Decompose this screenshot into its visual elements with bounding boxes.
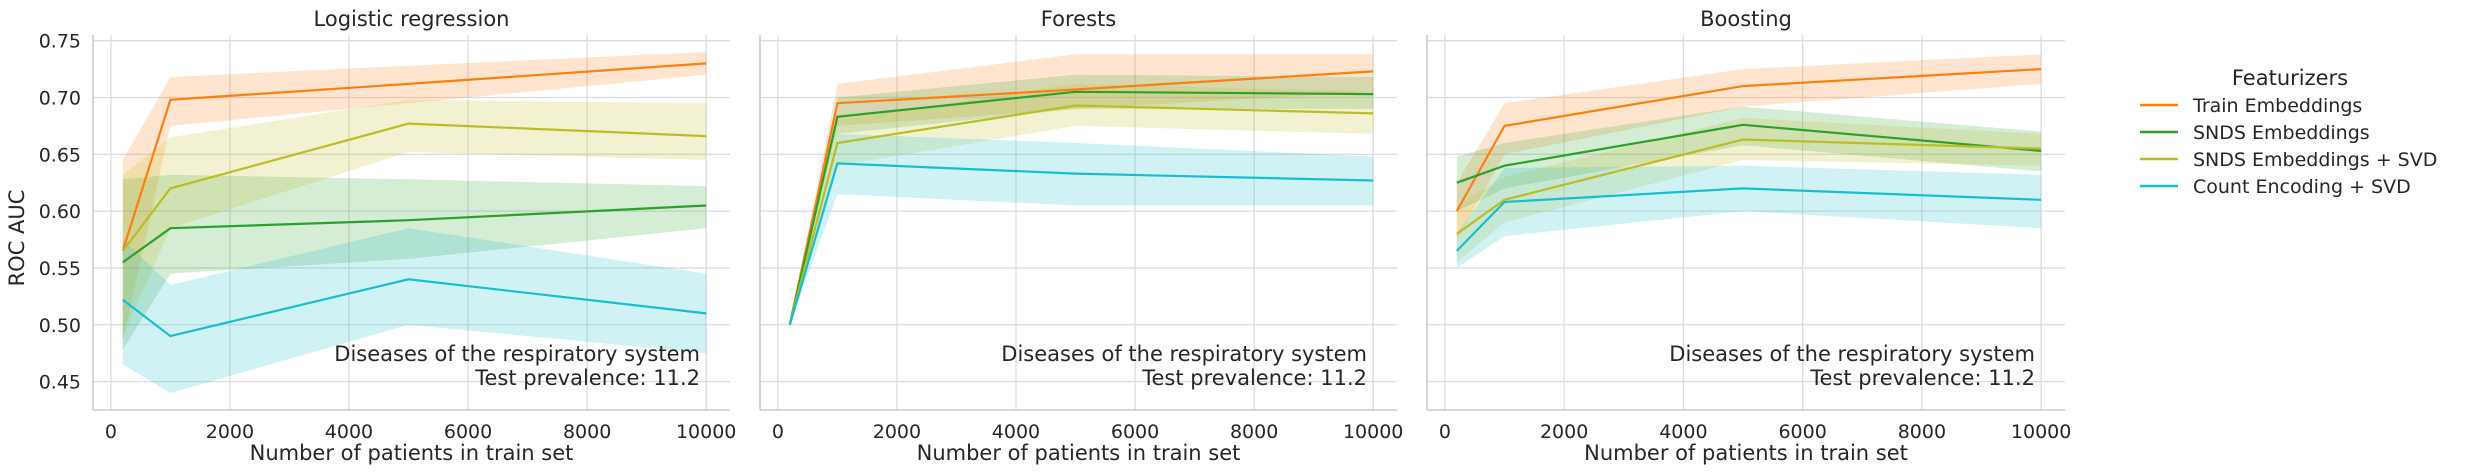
y-tick-label: 0.45 [39, 372, 81, 394]
series-line-3 [1456, 138, 2042, 235]
panel-title: Boosting [1700, 7, 1792, 31]
legend-entry: SNDS Embeddings [2193, 122, 2370, 144]
confidence-band-1 [122, 52, 707, 342]
annotation-prevalence: Test prevalence: 11.2 [1809, 366, 2035, 390]
x-tick-label: 2000 [206, 421, 254, 443]
panels-layer: 0 2000 4000 6000 8000 10000 0.45 0.50 0.55 0.60 0.… [39, 7, 2072, 465]
legend: Featurizers Train Embeddings SNDS Embeddi… [2140, 66, 2437, 198]
confidence-band-4 [122, 228, 707, 393]
legend-title: Featurizers [2232, 66, 2348, 90]
series-line-4 [1456, 187, 2042, 252]
x-tick-label: 6000 [1778, 421, 1826, 443]
confidence-band-2 [789, 74, 1374, 325]
panel-3: 0 2000 4000 6000 8000 10000 Boosting Number of … [1426, 7, 2071, 465]
x-tick-label: 4000 [325, 421, 373, 443]
series-line-2 [1456, 123, 2042, 184]
legend-items: Train Embeddings SNDS Embeddings SNDS Embe… [2140, 95, 2437, 198]
annotation-prevalence: Test prevalence: 11.2 [474, 366, 700, 390]
confidence-band-4 [789, 133, 1374, 325]
y-tick-label: 0.55 [39, 258, 81, 280]
panel-2: 0 2000 4000 6000 8000 10000 Forests Number of p… [759, 7, 1403, 465]
panel-title: Forests [1041, 7, 1116, 31]
x-tick-label: 4000 [992, 421, 1040, 443]
y-tick-label: 0.60 [39, 201, 81, 223]
series-line-4 [122, 278, 707, 338]
confidence-band-3 [122, 99, 707, 337]
x-tick-label: 8000 [1230, 421, 1278, 443]
series-line-2 [122, 204, 707, 264]
x-tick-label: 8000 [1898, 421, 1946, 443]
annotation-disease: Diseases of the respiratory system [1669, 342, 2035, 366]
panel-1: 0 2000 4000 6000 8000 10000 0.45 0.50 0.55 0.60 0.… [39, 7, 737, 465]
y-tick-label: 0.75 [39, 31, 81, 53]
series-line-1 [1455, 68, 2042, 212]
annotation-prevalence: Test prevalence: 11.2 [1141, 366, 1367, 390]
panel-title: Logistic regression [314, 7, 510, 31]
x-tick-label: 0 [1439, 421, 1451, 443]
x-tick-label: 2000 [873, 421, 921, 443]
x-tick-label: 0 [105, 421, 117, 443]
x-axis-label: Number of patients in train set [917, 441, 1241, 465]
series-line-3 [121, 122, 707, 252]
series-line-3 [788, 104, 1374, 326]
x-tick-label: 6000 [1111, 421, 1159, 443]
series-line-2 [788, 90, 1374, 326]
x-tick-label: 6000 [444, 421, 492, 443]
series-line-1 [121, 62, 707, 252]
confidence-band-1 [1456, 54, 2042, 240]
y-tick-label: 0.50 [39, 315, 81, 337]
y-tick-label: 0.70 [39, 88, 81, 110]
confidence-band-3 [1456, 118, 2042, 263]
x-axis-label: Number of patients in train set [1584, 441, 1908, 465]
confidence-band-4 [1456, 165, 2042, 268]
y-tick-label: 0.65 [39, 144, 81, 166]
x-tick-label: 2000 [1540, 421, 1588, 443]
x-tick-label: 4000 [1659, 421, 1707, 443]
legend-entry: Train Embeddings [2192, 95, 2362, 117]
annotation-disease: Diseases of the respiratory system [334, 342, 700, 366]
series-line-4 [788, 162, 1374, 326]
legend-entry: Count Encoding + SVD [2193, 176, 2411, 198]
x-tick-label: 10000 [676, 421, 736, 443]
x-tick-label: 8000 [563, 421, 611, 443]
x-tick-label: 0 [772, 421, 784, 443]
confidence-band-1 [789, 54, 1374, 325]
x-tick-label: 10000 [1343, 421, 1403, 443]
legend-entry: SNDS Embeddings + SVD [2193, 149, 2437, 171]
confidence-band-2 [122, 174, 707, 350]
series-line-1 [788, 70, 1374, 326]
annotation-disease: Diseases of the respiratory system [1001, 342, 1367, 366]
confidence-band-2 [1456, 106, 2042, 212]
x-axis-label: Number of patients in train set [250, 441, 574, 465]
confidence-band-3 [789, 83, 1374, 325]
y-axis-label: ROC AUC [5, 190, 29, 287]
x-tick-label: 10000 [2011, 421, 2071, 443]
